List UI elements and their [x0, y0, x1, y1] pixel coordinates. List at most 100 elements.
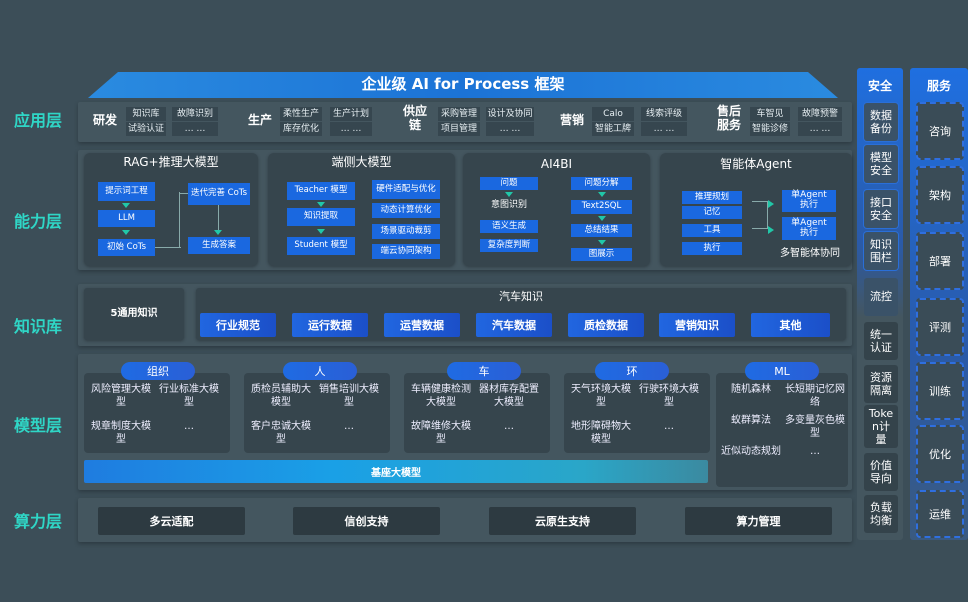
arrow-down-icon: [122, 230, 130, 235]
compute-item: 云原生支持: [489, 507, 636, 535]
edge-feature: 场景驱动裁剪: [372, 224, 440, 239]
app-item: … …: [486, 122, 534, 136]
model-group-header: 人: [283, 362, 357, 380]
service-item: 优化: [916, 425, 964, 483]
model-item: …: [184, 421, 194, 432]
service-item: 咨询: [916, 102, 964, 160]
model-item: 近似动态规划: [721, 446, 781, 457]
model-item: 行驶环境大模型: [639, 384, 699, 408]
app-item: … …: [330, 122, 372, 136]
edge-title: 端侧大模型: [331, 155, 392, 169]
app-group-label: 生产: [247, 113, 272, 127]
security-title: 安全: [867, 79, 892, 93]
model-group-box: [404, 373, 550, 453]
service-item: 训练: [916, 362, 964, 420]
arrow-down-icon: [214, 230, 222, 235]
security-item: 资源隔离: [864, 365, 898, 403]
edge-step: 知识提取: [287, 208, 355, 226]
knowledge-item: 汽车数据: [476, 313, 552, 337]
compute-item: 多云适配: [98, 507, 245, 535]
arrow-down-icon: [598, 192, 606, 197]
app-group-label: 供应链: [402, 104, 427, 133]
edge-feature: 端云协同架构: [372, 244, 440, 259]
model-item: …: [664, 421, 674, 432]
rag-step: 提示词工程: [98, 182, 155, 201]
layer-label-app: 应用层: [13, 111, 62, 130]
base-model-bar: 基座大模型: [84, 460, 708, 483]
rag-step: LLM: [98, 210, 155, 227]
model-item: …: [344, 421, 354, 432]
rag-step: 初始 CoTs: [98, 239, 155, 256]
service-title: 服务: [926, 79, 951, 93]
edge-step: Teacher 模型: [287, 182, 355, 200]
security-item: Token计量: [864, 405, 898, 448]
model-item: …: [810, 446, 820, 457]
service-item: 运维: [916, 490, 964, 538]
agent-title: 智能体Agent: [720, 157, 792, 171]
app-item: 知识库: [126, 107, 166, 121]
model-item: 行业标准大模型: [159, 384, 219, 408]
app-item: 库存优化: [280, 122, 322, 136]
rag-step: 迭代完善 CoTs: [188, 183, 250, 205]
arrow-down-icon: [598, 216, 606, 221]
service-item: 评测: [916, 298, 964, 356]
knowledge-item: 营销知识: [659, 313, 735, 337]
app-item: 智能诊修: [750, 122, 790, 136]
arrow-down-icon: [317, 202, 325, 207]
knowledge-item: 其他: [751, 313, 830, 337]
app-item: … …: [172, 122, 218, 136]
knowledge-item: 质检数据: [568, 313, 644, 337]
connector-line: [752, 201, 768, 229]
app-item: 采购管理: [438, 107, 480, 121]
model-group-box: [564, 373, 710, 453]
security-item: 接口安全: [864, 190, 898, 228]
service-item: 架构: [916, 166, 964, 224]
app-item: 生产计划: [330, 107, 372, 121]
agent-module: 推理规划: [682, 191, 742, 204]
rag-title: RAG+推理大模型: [123, 155, 219, 169]
security-item: 统一认证: [864, 322, 898, 360]
model-group-header: 车: [447, 362, 521, 380]
auto-knowledge-title: 汽车知识: [499, 290, 543, 303]
service-item: 部署: [916, 232, 964, 290]
app-item: 项目管理: [438, 122, 480, 136]
general-knowledge-box: 5通用知识: [84, 288, 184, 340]
ai4bi-step: Text2SQL: [571, 200, 632, 214]
app-item: … …: [641, 122, 687, 136]
ai4bi-step: 复杂度判断: [480, 239, 538, 252]
agent-module: 记忆: [682, 206, 742, 219]
ai4bi-title: AI4BI: [540, 157, 573, 171]
ai4bi-step: 问题分解: [571, 177, 632, 190]
security-item: 价值导向: [864, 453, 898, 491]
compute-item: 算力管理: [685, 507, 832, 535]
model-item: 质检员辅助大模型: [251, 384, 311, 408]
app-item: 故障识别: [172, 107, 218, 121]
app-item: Calo: [592, 107, 634, 121]
app-item: 车智见: [750, 107, 790, 121]
framework-title: 企业级 AI for Process 框架: [88, 72, 838, 98]
layer-label-knowledge: 知识库: [13, 317, 62, 336]
knowledge-item: 行业规范: [200, 313, 276, 337]
ai4bi-step: 问题: [480, 177, 538, 190]
edge-step: Student 模型: [287, 237, 355, 255]
model-item: 天气环境大模型: [571, 384, 631, 408]
model-item: 地形障碍物大模型: [571, 421, 631, 445]
ai4bi-step: 语义生成: [480, 220, 538, 233]
model-group-header: 环: [595, 362, 669, 380]
model-group-header: ML: [745, 362, 819, 380]
ai4bi-step: 总结结果: [571, 224, 632, 237]
agent-module: 执行: [682, 242, 742, 255]
knowledge-item: 运营数据: [384, 313, 460, 337]
arrow-down-icon: [317, 229, 325, 234]
security-item: 知识围栏: [864, 232, 898, 270]
model-item: 风险管理大模型: [91, 384, 151, 408]
model-item: 蚁群算法: [731, 415, 771, 426]
model-item: 多变量灰色模型: [785, 415, 845, 439]
connector-line: [218, 205, 219, 231]
app-item: 线索评级: [641, 107, 687, 121]
layer-label-compute: 算力层: [13, 512, 62, 531]
arrow-right-icon: [768, 200, 774, 208]
edge-feature: 动态计算优化: [372, 203, 440, 218]
app-group-label: 售后服务: [716, 104, 741, 133]
model-item: 车辆健康检测大模型: [411, 384, 471, 408]
